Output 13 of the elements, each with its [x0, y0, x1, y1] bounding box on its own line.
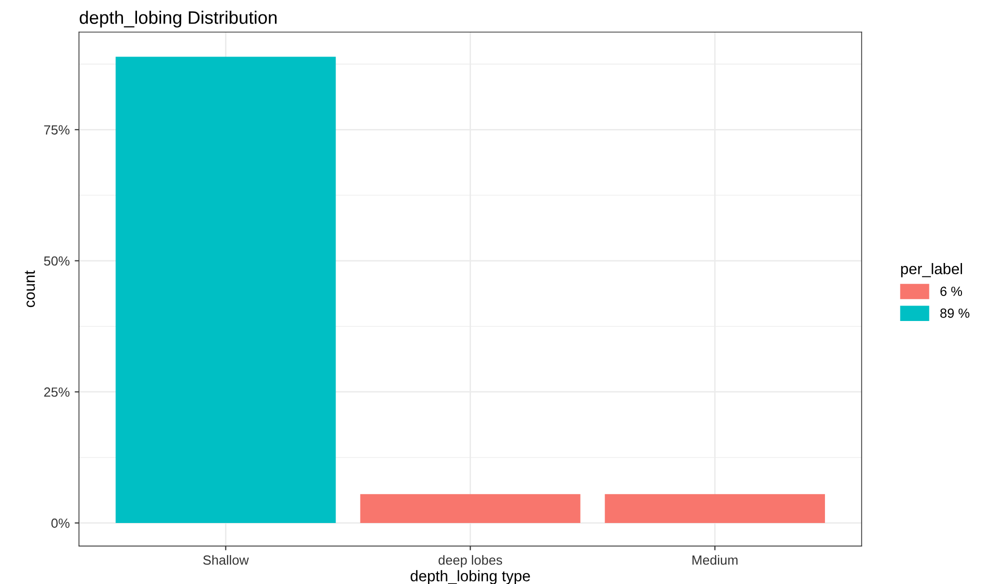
- legend-label: 6 %: [940, 286, 962, 296]
- x-tick-label: Shallow: [203, 555, 249, 565]
- y-tick-label: 75%: [44, 125, 70, 135]
- legend-title: per_label: [901, 263, 962, 278]
- chart-title: depth_lobing Distribution: [80, 10, 277, 28]
- x-tick-label: Medium: [692, 555, 738, 565]
- y-tick-label: 25%: [44, 387, 70, 397]
- x-axis-title: depth_lobing type: [410, 570, 530, 584]
- legend-label: 89 %: [940, 308, 970, 318]
- x-tick-label: deep lobes: [438, 555, 502, 568]
- y-axis-title: count: [24, 270, 35, 308]
- y-tick-label: 0%: [51, 518, 70, 528]
- y-tick-label: 50%: [44, 256, 70, 266]
